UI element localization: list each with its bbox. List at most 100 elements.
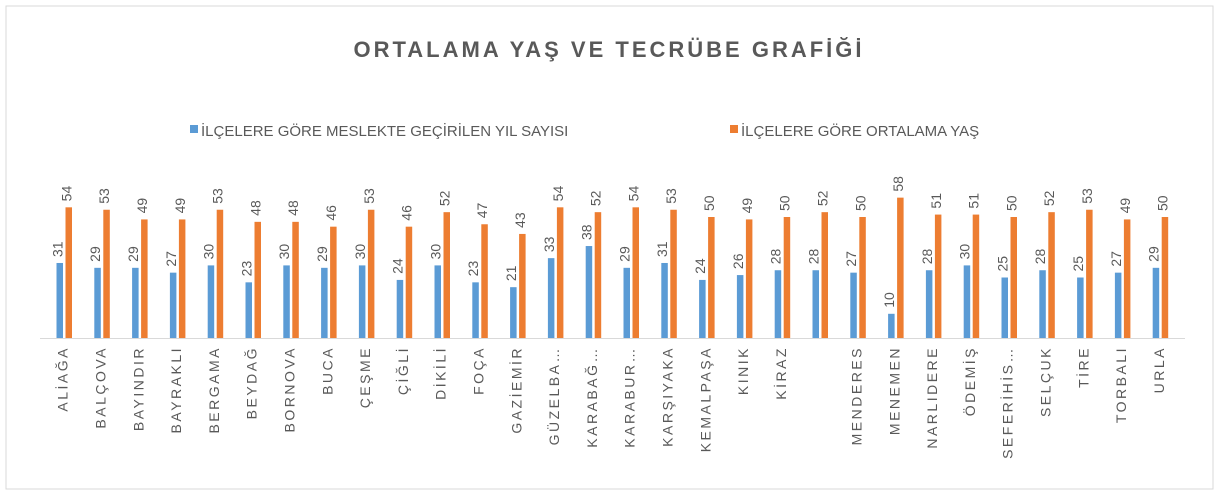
- data-label: 24: [692, 258, 708, 274]
- bar: [169, 272, 177, 338]
- bar: [623, 267, 630, 338]
- bar: [519, 233, 526, 338]
- bar: [330, 226, 337, 338]
- bar: [850, 272, 857, 338]
- bar: [897, 197, 904, 338]
- x-tick-label: BORNOVA: [282, 346, 298, 432]
- data-label: 51: [966, 193, 982, 209]
- bar: [1086, 209, 1093, 338]
- bar: [1010, 217, 1017, 338]
- bar: [283, 265, 290, 338]
- bar: [585, 246, 593, 338]
- data-label: 52: [1041, 190, 1057, 206]
- bar: [510, 287, 517, 338]
- data-label: 48: [247, 200, 263, 216]
- x-tick-label: BALÇOVA: [93, 346, 109, 429]
- bar: [661, 262, 668, 338]
- data-label: 30: [957, 244, 973, 260]
- x-tick-label: KEMALPAŞA: [697, 346, 713, 452]
- bar: [434, 265, 441, 338]
- data-label: 54: [58, 186, 74, 202]
- x-tick-label: ALİAĞA: [54, 346, 71, 412]
- bar: [972, 214, 980, 338]
- bar: [207, 265, 215, 338]
- bar: [934, 214, 942, 338]
- chart-title: ORTALAMA YAŞ VE TECRÜBE GRAFİĞİ: [353, 37, 864, 62]
- bar: [888, 313, 895, 338]
- bar: [1114, 272, 1122, 338]
- bar: [736, 275, 744, 338]
- data-label: 52: [588, 190, 604, 206]
- bar: [670, 209, 677, 338]
- bar: [216, 209, 224, 338]
- bar: [708, 217, 715, 338]
- chart-border: [5, 5, 1214, 490]
- data-label: 29: [87, 246, 103, 262]
- bar: [774, 270, 782, 338]
- data-label: 50: [1155, 195, 1171, 211]
- data-label: 31: [49, 241, 65, 257]
- data-label: 47: [474, 202, 490, 218]
- x-tick-label: ÇEŞME: [357, 346, 373, 408]
- bar: [1123, 219, 1131, 338]
- data-label: 52: [436, 190, 452, 206]
- bar: [65, 207, 72, 338]
- x-tick-label: BUCA: [319, 346, 335, 395]
- bar: [821, 212, 828, 338]
- data-label: 49: [134, 198, 150, 214]
- data-label: 50: [852, 195, 868, 211]
- bar: [1039, 270, 1046, 338]
- data-label: 27: [1108, 251, 1124, 267]
- data-label: 24: [390, 258, 406, 274]
- data-label: 10: [881, 292, 897, 308]
- bar: [254, 221, 261, 338]
- bar: [783, 217, 791, 338]
- bar: [1048, 212, 1055, 338]
- data-label: 52: [814, 190, 830, 206]
- bar: [859, 217, 866, 338]
- data-label: 48: [285, 200, 301, 216]
- data-label: 25: [1070, 256, 1086, 272]
- bar: [1161, 217, 1169, 338]
- data-label: 29: [314, 246, 330, 262]
- x-tick-label: KARABAĞ…: [584, 346, 600, 448]
- data-label: 50: [701, 195, 717, 211]
- data-label: 21: [503, 265, 519, 281]
- bar: [56, 262, 63, 338]
- bar: [547, 258, 555, 338]
- data-label: 30: [276, 244, 292, 260]
- data-label: 26: [730, 253, 746, 269]
- data-label: 27: [843, 251, 859, 267]
- data-label: 23: [238, 261, 254, 277]
- x-tick-label: KINIK: [735, 346, 751, 395]
- bar: [1077, 277, 1084, 338]
- data-label: 28: [1032, 248, 1048, 264]
- x-tick-label: TORBALI: [1113, 346, 1129, 423]
- data-label: 29: [1146, 246, 1162, 262]
- bar: [699, 279, 706, 338]
- data-label: 38: [579, 224, 595, 240]
- data-label: 28: [768, 248, 784, 264]
- x-tick-label: BERGAMA: [206, 346, 222, 434]
- data-label: 27: [163, 251, 179, 267]
- bar: [481, 224, 488, 338]
- data-label: 50: [1003, 195, 1019, 211]
- bar: [292, 221, 299, 338]
- data-label: 51: [928, 193, 944, 209]
- x-tick-label: BEYDAĞ: [244, 346, 260, 419]
- x-tick-label: TİRE: [1074, 346, 1091, 388]
- bar: [925, 270, 933, 338]
- data-label: 49: [739, 198, 755, 214]
- x-tick-label: BAYRAKLI: [168, 346, 184, 433]
- data-label: 30: [427, 244, 443, 260]
- bar: [358, 265, 366, 338]
- x-tick-label: KARŞIYAKA: [660, 346, 676, 447]
- x-tick-label: URLA: [1151, 346, 1167, 393]
- data-label: 53: [1079, 188, 1095, 204]
- bar: [367, 209, 375, 338]
- bar: [1152, 267, 1160, 338]
- data-label: 28: [805, 248, 821, 264]
- data-label: 46: [399, 205, 415, 221]
- legend-swatch: [190, 125, 198, 133]
